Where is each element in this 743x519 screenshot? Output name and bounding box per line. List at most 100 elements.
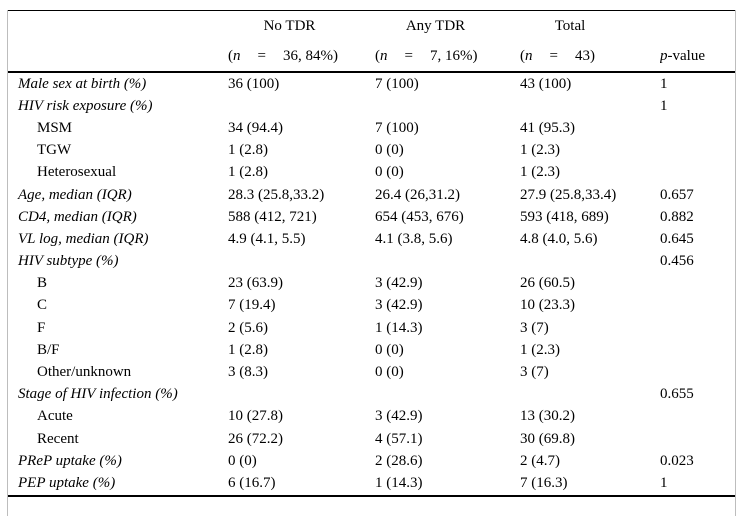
row-label: Acute bbox=[37, 408, 73, 425]
cell-p: 1 bbox=[660, 75, 668, 92]
table-row: B 23 (63.9) 3 (42.9) 26 (60.5) bbox=[8, 273, 735, 295]
col-header-p-value: p-value bbox=[660, 41, 735, 72]
cell-p bbox=[660, 428, 735, 450]
cell-p bbox=[660, 273, 735, 295]
cell-p bbox=[660, 140, 735, 162]
n-symbol: n bbox=[525, 47, 533, 64]
cell-total: 2 (4.7) bbox=[520, 452, 560, 469]
cell-total: 3 (7) bbox=[520, 319, 549, 336]
cell-p: 1 bbox=[660, 97, 668, 114]
equals-sign: = bbox=[549, 47, 558, 64]
cell-no-tdr: 28.3 (25.8,33.2) bbox=[228, 186, 325, 203]
row-label: MSM bbox=[37, 119, 73, 136]
table-row: PEP uptake (%) 6 (16.7) 1 (14.3) 7 (16.3) 1 bbox=[8, 472, 735, 495]
header-empty-cell bbox=[8, 41, 228, 72]
row-label: Male sex at birth (%) bbox=[18, 75, 147, 92]
cell-no-tdr: 4.9 (4.1, 5.5) bbox=[228, 230, 306, 247]
table-row: HIV risk exposure (%) 1 bbox=[8, 95, 735, 117]
cell-total: 41 (95.3) bbox=[520, 119, 575, 136]
row-label: PReP uptake (%) bbox=[18, 452, 122, 469]
cell-any-tdr: 4.1 (3.8, 5.6) bbox=[375, 230, 453, 247]
cell-any-tdr: 0 (0) bbox=[375, 341, 404, 358]
table-row: F 2 (5.6) 1 (14.3) 3 (7) bbox=[8, 317, 735, 339]
row-label: Stage of HIV infection (%) bbox=[18, 386, 178, 403]
cell-no-tdr: 10 (27.8) bbox=[228, 408, 283, 425]
cell-no-tdr bbox=[228, 251, 375, 273]
table-row: Other/unknown 3 (8.3) 0 (0) 3 (7) bbox=[8, 361, 735, 383]
cell-any-tdr: 7 (100) bbox=[375, 75, 419, 92]
cell-no-tdr bbox=[228, 95, 375, 117]
cell-p: 0.645 bbox=[660, 230, 694, 247]
col-header-no-tdr: No TDR bbox=[263, 17, 316, 34]
cell-any-tdr: 0 (0) bbox=[375, 164, 404, 181]
table-row: VL log, median (IQR) 4.9 (4.1, 5.5) 4.1 (3… bbox=[8, 228, 735, 250]
header-empty-cell bbox=[660, 11, 735, 42]
cell-total: 30 (69.8) bbox=[520, 430, 575, 447]
cell-p bbox=[660, 317, 735, 339]
row-label: Heterosexual bbox=[37, 164, 117, 181]
cell-total: 1 (2.3) bbox=[520, 341, 560, 358]
cell-p bbox=[660, 406, 735, 428]
cell-any-tdr bbox=[375, 95, 520, 117]
cell-p bbox=[660, 117, 735, 139]
cell-no-tdr: 36 (100) bbox=[228, 75, 280, 92]
cell-any-tdr bbox=[375, 384, 520, 406]
cell-no-tdr: 0 (0) bbox=[228, 452, 257, 469]
n-value: 43) bbox=[574, 47, 595, 64]
paren-open: ( bbox=[375, 47, 380, 64]
col-subheader-no-tdr-n: (n = 36, 84%) bbox=[228, 41, 375, 72]
cell-p bbox=[660, 162, 735, 184]
cell-any-tdr: 4 (57.1) bbox=[375, 430, 423, 447]
paren-open: ( bbox=[520, 47, 525, 64]
cell-p: 0.655 bbox=[660, 386, 694, 403]
cell-any-tdr: 1 (14.3) bbox=[375, 474, 423, 491]
cell-no-tdr: 1 (2.8) bbox=[228, 341, 268, 358]
cell-any-tdr: 3 (42.9) bbox=[375, 275, 423, 292]
row-label: CD4, median (IQR) bbox=[18, 208, 137, 225]
row-label: C bbox=[37, 297, 48, 314]
header-group-row: No TDR Any TDR Total bbox=[8, 11, 735, 42]
cell-total bbox=[520, 251, 660, 273]
table-row: HIV subtype (%) 0.456 bbox=[8, 251, 735, 273]
cell-total: 43 (100) bbox=[520, 75, 572, 92]
cell-total bbox=[520, 384, 660, 406]
header-sub-row: (n = 36, 84%) (n = 7, 16%) (n = 43) p-value bbox=[8, 41, 735, 72]
row-label: F bbox=[37, 319, 46, 336]
row-label: HIV subtype (%) bbox=[18, 253, 119, 270]
table-row: Stage of HIV infection (%) 0.655 bbox=[8, 384, 735, 406]
cell-p: 0.456 bbox=[660, 253, 694, 270]
cell-p bbox=[660, 361, 735, 383]
cell-p bbox=[660, 339, 735, 361]
table-row: TGW 1 (2.8) 0 (0) 1 (2.3) bbox=[8, 140, 735, 162]
row-label: VL log, median (IQR) bbox=[18, 230, 149, 247]
cell-no-tdr: 3 (8.3) bbox=[228, 364, 268, 381]
cell-no-tdr: 1 (2.8) bbox=[228, 164, 268, 181]
row-label: Age, median (IQR) bbox=[18, 186, 132, 203]
n-symbol: n bbox=[233, 47, 241, 64]
cell-p: 0.023 bbox=[660, 452, 694, 469]
row-label: PEP uptake (%) bbox=[18, 474, 116, 491]
cell-p: 0.882 bbox=[660, 208, 694, 225]
cell-no-tdr: 34 (94.4) bbox=[228, 119, 283, 136]
cell-any-tdr: 1 (14.3) bbox=[375, 319, 423, 336]
cell-total: 4.8 (4.0, 5.6) bbox=[520, 230, 598, 247]
table-row: PReP uptake (%) 0 (0) 2 (28.6) 2 (4.7) 0.023 bbox=[8, 450, 735, 472]
table-body: Male sex at birth (%) 36 (100) 7 (100) 43 (… bbox=[8, 72, 735, 496]
row-label: TGW bbox=[37, 142, 72, 159]
n-value: 36, 84%) bbox=[282, 47, 338, 64]
table-row: CD4, median (IQR) 588 (412, 721) 654 (453,… bbox=[8, 206, 735, 228]
cell-any-tdr bbox=[375, 251, 520, 273]
cell-no-tdr: 1 (2.8) bbox=[228, 142, 268, 159]
cell-any-tdr: 3 (42.9) bbox=[375, 408, 423, 425]
data-table: No TDR Any TDR Total (n = 36, 84%) (n = 7, 1… bbox=[8, 10, 735, 497]
cell-any-tdr: 7 (100) bbox=[375, 119, 419, 136]
table-header: No TDR Any TDR Total (n = 36, 84%) (n = 7, 1… bbox=[8, 11, 735, 72]
row-label: HIV risk exposure (%) bbox=[18, 97, 153, 114]
cell-no-tdr: 26 (72.2) bbox=[228, 430, 283, 447]
table-row: MSM 34 (94.4) 7 (100) 41 (95.3) bbox=[8, 117, 735, 139]
p-symbol: p bbox=[660, 47, 668, 64]
cell-any-tdr: 0 (0) bbox=[375, 364, 404, 381]
cell-total bbox=[520, 95, 660, 117]
equals-sign: = bbox=[257, 47, 266, 64]
row-label: Other/unknown bbox=[37, 364, 132, 381]
